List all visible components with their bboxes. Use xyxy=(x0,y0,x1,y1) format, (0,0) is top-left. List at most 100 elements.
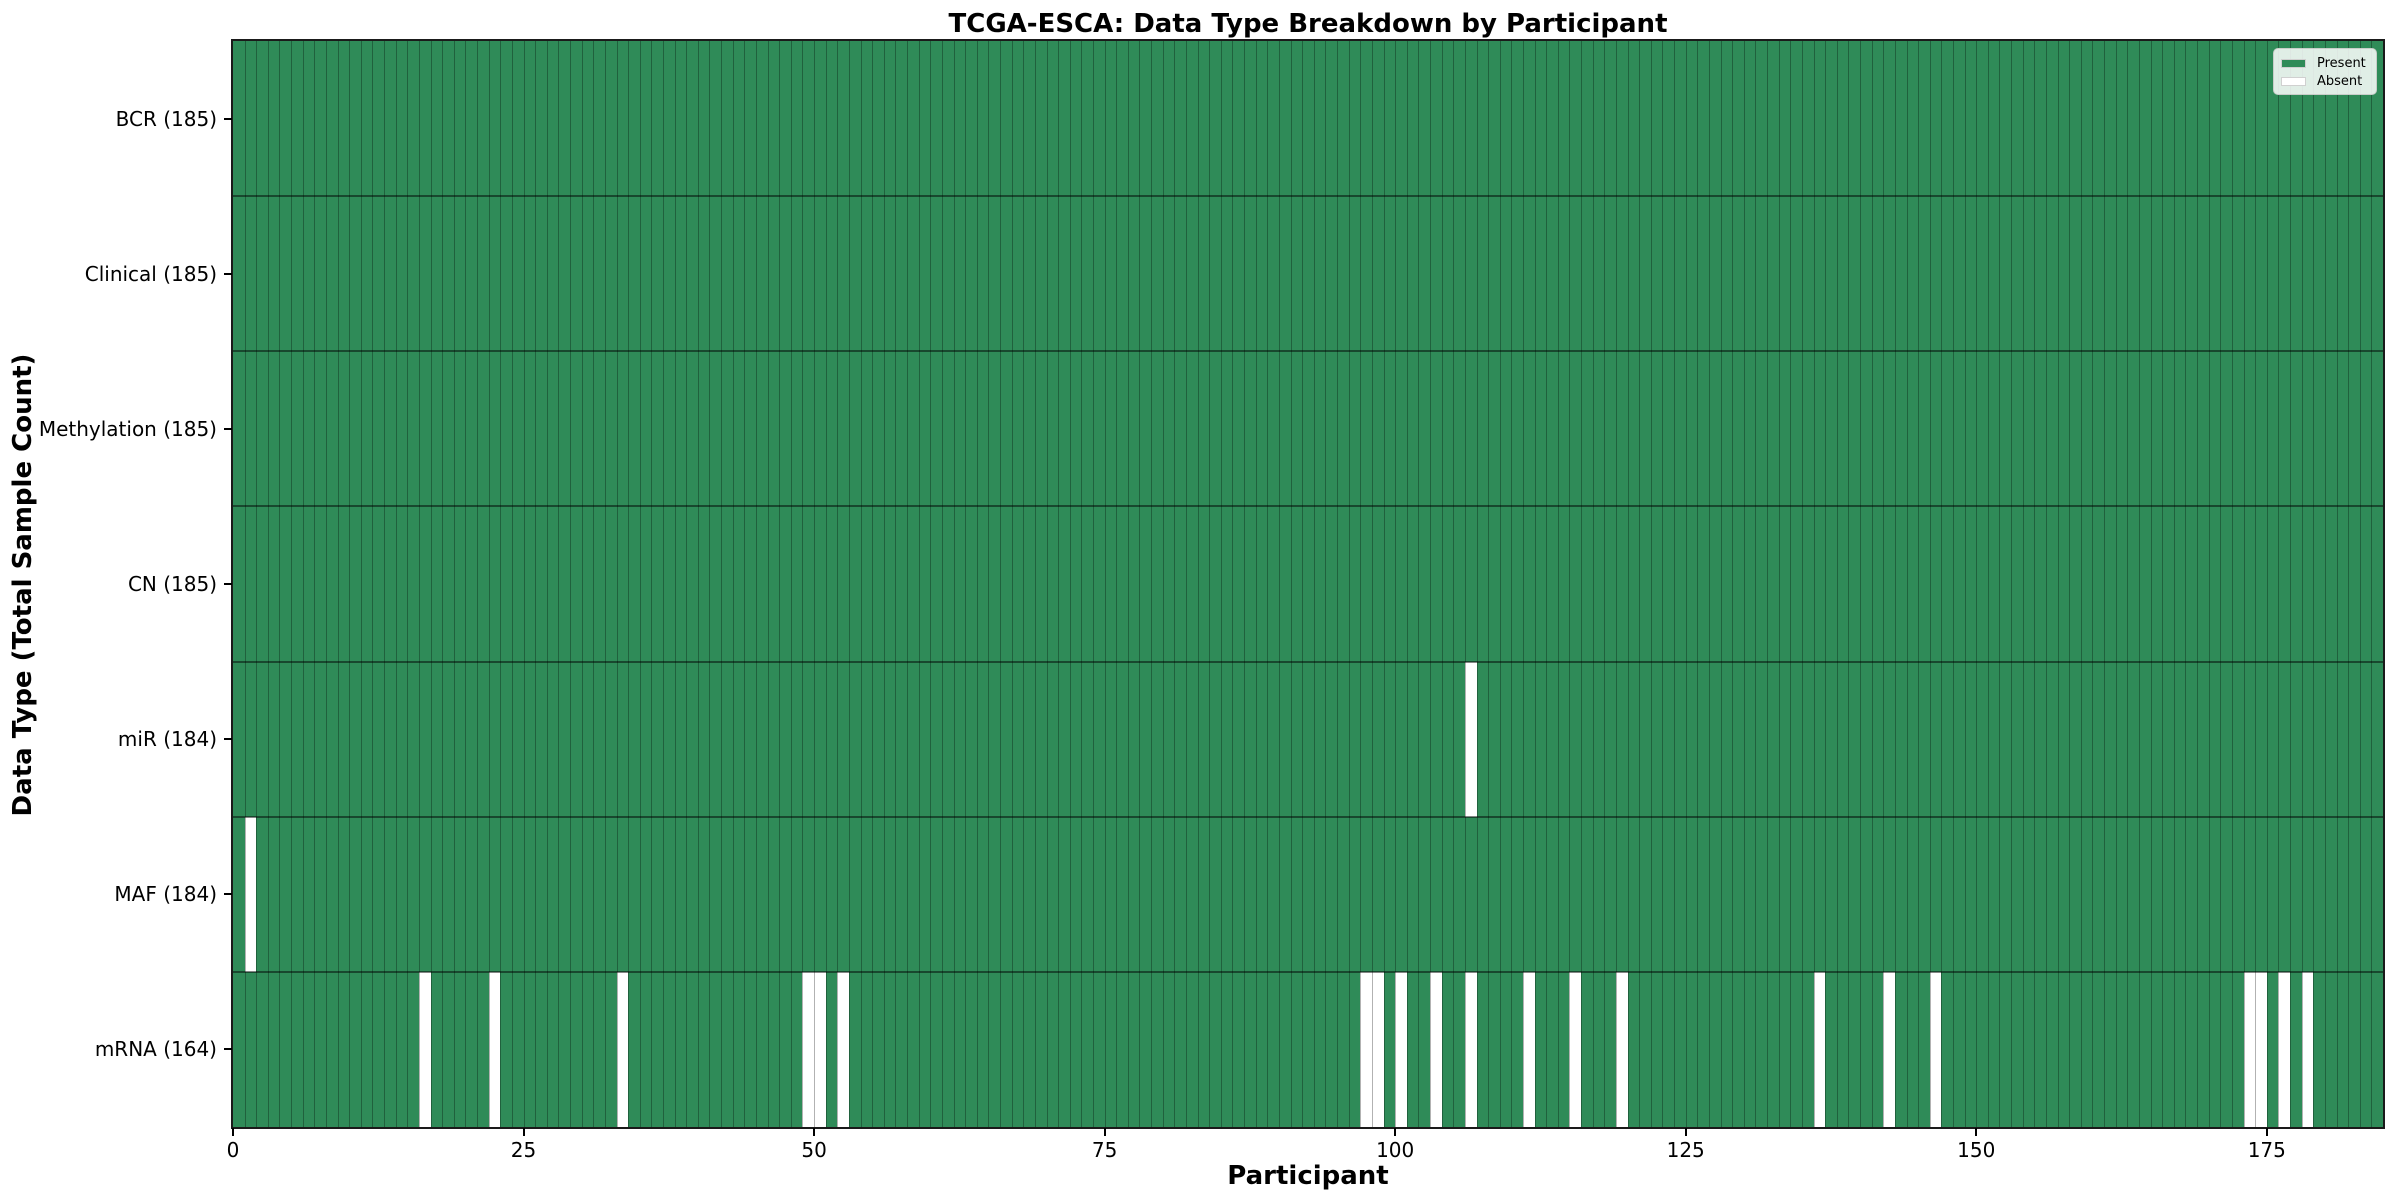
ytick-mark xyxy=(224,893,232,896)
column-gridline xyxy=(1231,41,1233,1127)
column-gridline xyxy=(557,41,559,1127)
column-gridline xyxy=(2091,41,2093,1127)
column-gridline xyxy=(1127,41,1129,1127)
heatmap-row-Methylation xyxy=(233,351,2383,507)
column-gridline xyxy=(1348,41,1350,1127)
row-separator xyxy=(233,350,2383,352)
column-gridline xyxy=(790,41,792,1127)
ytick-label-miR: miR (184) xyxy=(117,727,217,752)
column-gridline xyxy=(941,41,943,1127)
column-gridline xyxy=(1278,41,1280,1127)
column-gridline xyxy=(639,41,641,1127)
column-gridline xyxy=(1615,41,1617,1127)
column-gridline xyxy=(1452,41,1454,1127)
absent-cell-mRNA-174 xyxy=(2255,971,2267,1127)
ytick-mark xyxy=(224,427,232,430)
column-gridline xyxy=(1057,41,1059,1127)
heatmap-plot-area xyxy=(231,39,2385,1129)
ytick-label-Methylation: Methylation (185) xyxy=(38,416,217,441)
column-gridline xyxy=(1243,41,1245,1127)
column-gridline xyxy=(2312,41,2314,1127)
column-gridline xyxy=(1266,41,1268,1127)
legend-label: Present xyxy=(2317,55,2366,71)
xtick-label-75: 75 xyxy=(1091,1138,1118,1162)
legend-entry-present: Present xyxy=(2281,54,2369,72)
column-gridline xyxy=(604,41,606,1127)
column-gridline xyxy=(2150,41,2152,1127)
column-gridline xyxy=(1568,41,1570,1127)
absent-cell-mRNA-52 xyxy=(837,971,849,1127)
column-gridline xyxy=(2161,41,2163,1127)
absent-cell-mRNA-115 xyxy=(1569,971,1581,1127)
column-gridline xyxy=(2243,41,2245,1127)
column-gridline xyxy=(2219,41,2221,1127)
absent-cell-mRNA-97 xyxy=(1360,971,1372,1127)
ytick-label-BCR: BCR (185) xyxy=(115,106,217,131)
column-gridline xyxy=(418,41,420,1127)
column-gridline xyxy=(1603,41,1605,1127)
column-gridline xyxy=(1069,41,1071,1127)
column-gridline xyxy=(2173,41,2175,1127)
column-gridline xyxy=(1685,41,1687,1127)
column-gridline xyxy=(1545,41,1547,1127)
column-gridline xyxy=(1708,41,1710,1127)
column-gridline xyxy=(848,41,850,1127)
xtick-mark xyxy=(232,1128,234,1136)
ytick-mark xyxy=(224,117,232,120)
column-gridline xyxy=(1824,41,1826,1127)
column-gridline xyxy=(1522,41,1524,1127)
column-gridline xyxy=(674,41,676,1127)
column-gridline xyxy=(1882,41,1884,1127)
column-gridline xyxy=(1104,41,1106,1127)
column-gridline xyxy=(278,41,280,1127)
column-gridline xyxy=(1185,41,1187,1127)
column-gridline xyxy=(906,41,908,1127)
row-separator xyxy=(233,816,2383,818)
column-gridline xyxy=(1998,41,2000,1127)
column-gridline xyxy=(546,41,548,1127)
column-gridline xyxy=(1952,41,1954,1127)
xtick-label-25: 25 xyxy=(510,1138,537,1162)
xtick-label-150: 150 xyxy=(1957,1138,1996,1162)
column-gridline xyxy=(1661,41,1663,1127)
xtick-mark xyxy=(1394,1128,1397,1136)
column-gridline xyxy=(2022,41,2024,1127)
column-gridline xyxy=(1464,41,1466,1127)
column-gridline xyxy=(755,41,757,1127)
column-gridline xyxy=(1580,41,1582,1127)
column-gridline xyxy=(1476,41,1478,1127)
column-gridline xyxy=(953,41,955,1127)
column-gridline xyxy=(2336,41,2338,1127)
column-gridline xyxy=(2010,41,2012,1127)
column-gridline xyxy=(627,41,629,1127)
absent-cell-mRNA-50 xyxy=(814,971,826,1127)
heatmap-row-Clinical xyxy=(233,196,2383,352)
absent-cell-mRNA-100 xyxy=(1395,971,1407,1127)
absent-cell-mRNA-111 xyxy=(1523,971,1535,1127)
column-gridline xyxy=(1441,41,1443,1127)
column-gridline xyxy=(2045,41,2047,1127)
absent-cell-mRNA-119 xyxy=(1616,971,1628,1127)
column-gridline xyxy=(1638,41,1640,1127)
ytick-label-Clinical: Clinical (185) xyxy=(84,261,217,286)
column-gridline xyxy=(801,41,803,1127)
absent-cell-mRNA-106 xyxy=(1465,971,1477,1127)
column-gridline xyxy=(1720,41,1722,1127)
column-gridline xyxy=(2126,41,2128,1127)
xtick-mark xyxy=(1103,1128,1106,1136)
column-gridline xyxy=(395,41,397,1127)
absent-cell-mRNA-136 xyxy=(1814,971,1825,1127)
column-gridline xyxy=(2115,41,2117,1127)
column-gridline xyxy=(1813,41,1815,1127)
legend-swatch-present xyxy=(2281,58,2306,68)
absent-cell-mRNA-49 xyxy=(802,971,814,1127)
column-gridline xyxy=(1940,41,1942,1127)
row-separator xyxy=(233,195,2383,197)
column-gridline xyxy=(2196,41,2198,1127)
column-gridline xyxy=(337,41,339,1127)
column-gridline xyxy=(1894,41,1896,1127)
row-separator xyxy=(233,661,2383,663)
absent-cell-mRNA-142 xyxy=(1883,971,1895,1127)
column-gridline xyxy=(1301,41,1303,1127)
column-gridline xyxy=(581,41,583,1127)
